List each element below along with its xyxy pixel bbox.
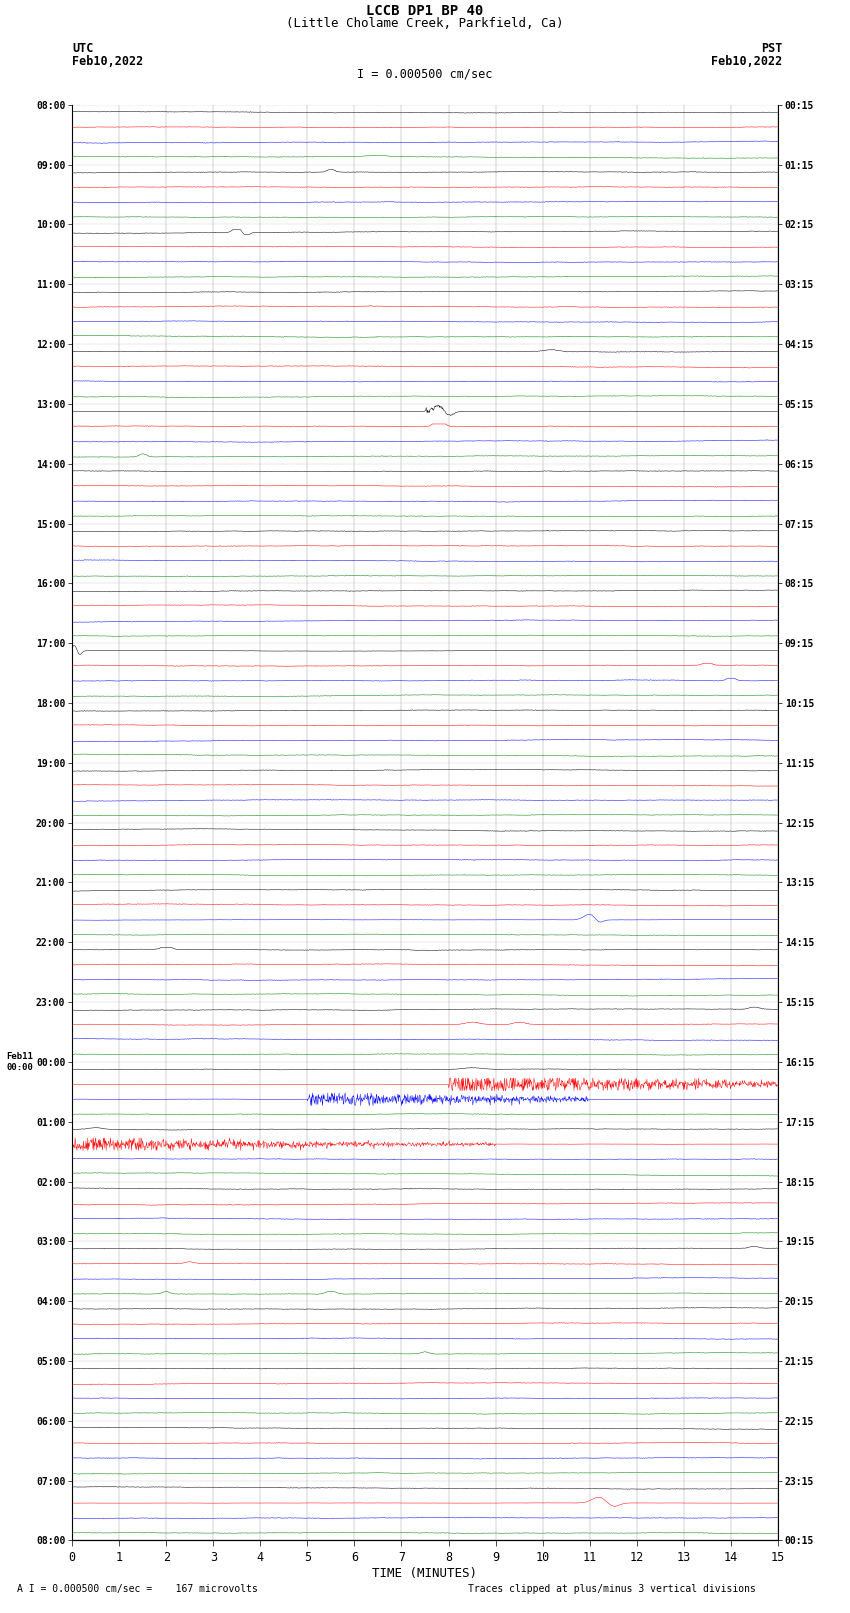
Text: Feb10,2022: Feb10,2022 <box>72 55 144 68</box>
X-axis label: TIME (MINUTES): TIME (MINUTES) <box>372 1566 478 1579</box>
Text: LCCB DP1 BP 40: LCCB DP1 BP 40 <box>366 5 484 18</box>
Text: Feb11
00:00: Feb11 00:00 <box>6 1052 33 1071</box>
Text: (Little Cholame Creek, Parkfield, Ca): (Little Cholame Creek, Parkfield, Ca) <box>286 18 564 31</box>
Text: Feb10,2022: Feb10,2022 <box>711 55 782 68</box>
Text: I = 0.000500 cm/sec: I = 0.000500 cm/sec <box>357 68 493 81</box>
Text: Traces clipped at plus/minus 3 vertical divisions: Traces clipped at plus/minus 3 vertical … <box>468 1584 756 1594</box>
Text: UTC: UTC <box>72 42 94 55</box>
Text: A I = 0.000500 cm/sec =    167 microvolts: A I = 0.000500 cm/sec = 167 microvolts <box>17 1584 258 1594</box>
Text: PST: PST <box>761 42 782 55</box>
